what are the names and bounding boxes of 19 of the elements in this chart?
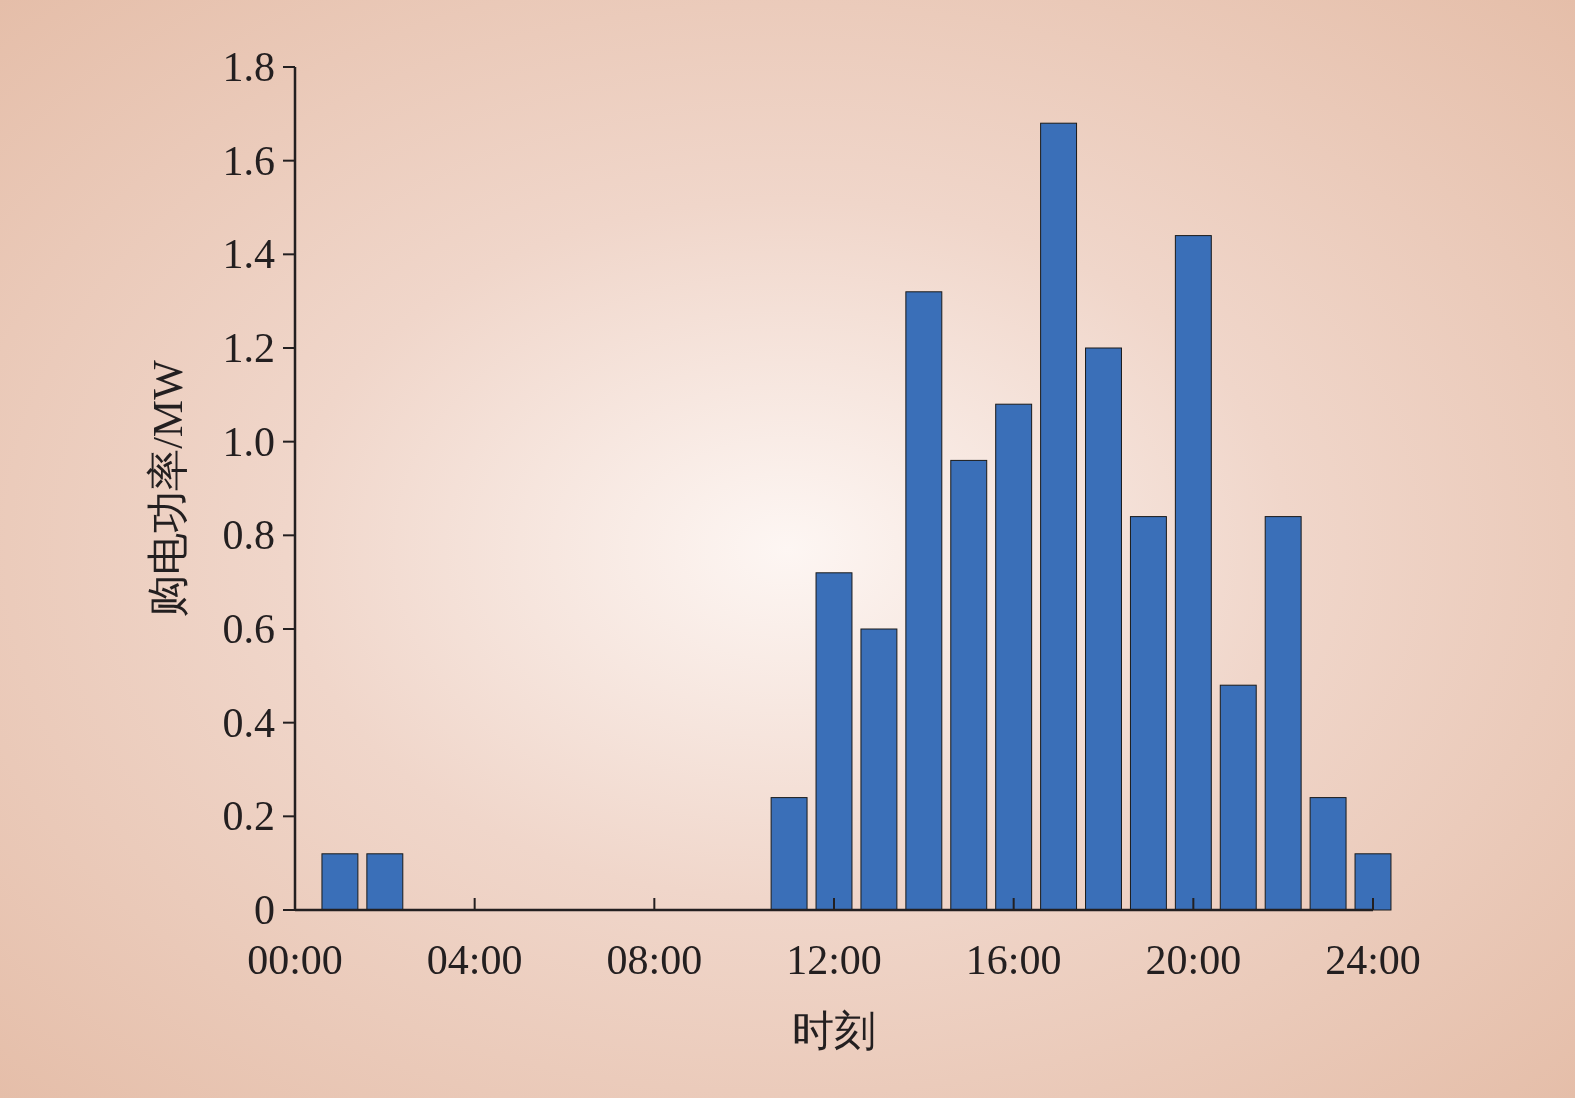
y-tick-label: 0.2 xyxy=(222,793,275,840)
y-tick-label: 1.2 xyxy=(222,325,275,371)
y-tick-label: 0 xyxy=(254,887,275,933)
x-tick-label: 00:00 xyxy=(247,937,343,983)
x-tick-label: 24:00 xyxy=(1325,937,1421,983)
x-tick-label: 16:00 xyxy=(965,937,1062,983)
y-tick-label: 1.0 xyxy=(222,418,275,465)
x-tick-label: 12:00 xyxy=(786,937,882,983)
y-tick-label: 1.6 xyxy=(222,137,275,184)
y-tick-label: 0.6 xyxy=(222,606,275,652)
x-tick-label: 04:00 xyxy=(426,937,523,983)
y-tick-label: 1.8 xyxy=(222,44,275,90)
x-tick-label: 20:00 xyxy=(1145,937,1242,983)
y-tick-label: 0.4 xyxy=(222,699,275,746)
x-axis-title: 时刻 xyxy=(792,1008,876,1054)
y-tick-label: 1.4 xyxy=(222,231,275,278)
y-tick-label: 0.8 xyxy=(222,512,275,559)
y-axis-title: 购电功率/MW xyxy=(145,359,191,617)
x-tick-label: 08:00 xyxy=(606,937,703,983)
